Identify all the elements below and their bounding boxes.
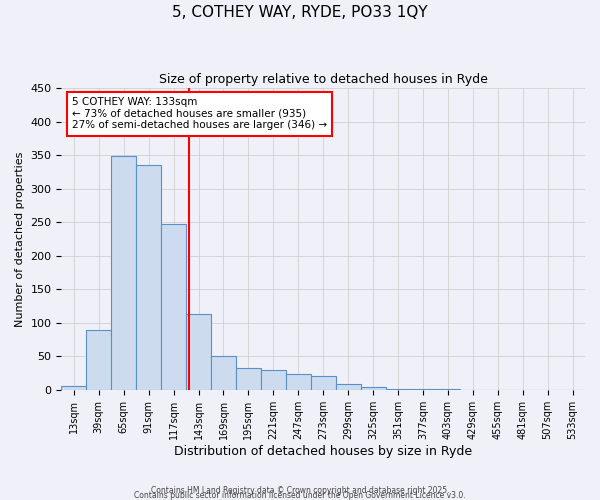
- Bar: [61, 386, 86, 390]
- Text: Contains HM Land Registry data © Crown copyright and database right 2025.: Contains HM Land Registry data © Crown c…: [151, 486, 449, 495]
- Bar: [335, 384, 361, 390]
- X-axis label: Distribution of detached houses by size in Ryde: Distribution of detached houses by size …: [174, 444, 472, 458]
- Bar: [286, 374, 311, 390]
- Text: 5 COTHEY WAY: 133sqm
← 73% of detached houses are smaller (935)
27% of semi-deta: 5 COTHEY WAY: 133sqm ← 73% of detached h…: [72, 97, 327, 130]
- Bar: [161, 224, 186, 390]
- Bar: [311, 376, 335, 390]
- Y-axis label: Number of detached properties: Number of detached properties: [15, 152, 25, 326]
- Bar: [361, 387, 386, 390]
- Bar: [211, 356, 236, 390]
- Bar: [111, 156, 136, 390]
- Text: 5, COTHEY WAY, RYDE, PO33 1QY: 5, COTHEY WAY, RYDE, PO33 1QY: [172, 5, 428, 20]
- Bar: [410, 388, 436, 390]
- Bar: [136, 165, 161, 390]
- Bar: [436, 389, 460, 390]
- Bar: [386, 389, 410, 390]
- Bar: [261, 370, 286, 390]
- Bar: [86, 330, 111, 390]
- Bar: [186, 314, 211, 390]
- Bar: [236, 368, 261, 390]
- Text: Contains public sector information licensed under the Open Government Licence v3: Contains public sector information licen…: [134, 490, 466, 500]
- Title: Size of property relative to detached houses in Ryde: Size of property relative to detached ho…: [159, 72, 488, 86]
